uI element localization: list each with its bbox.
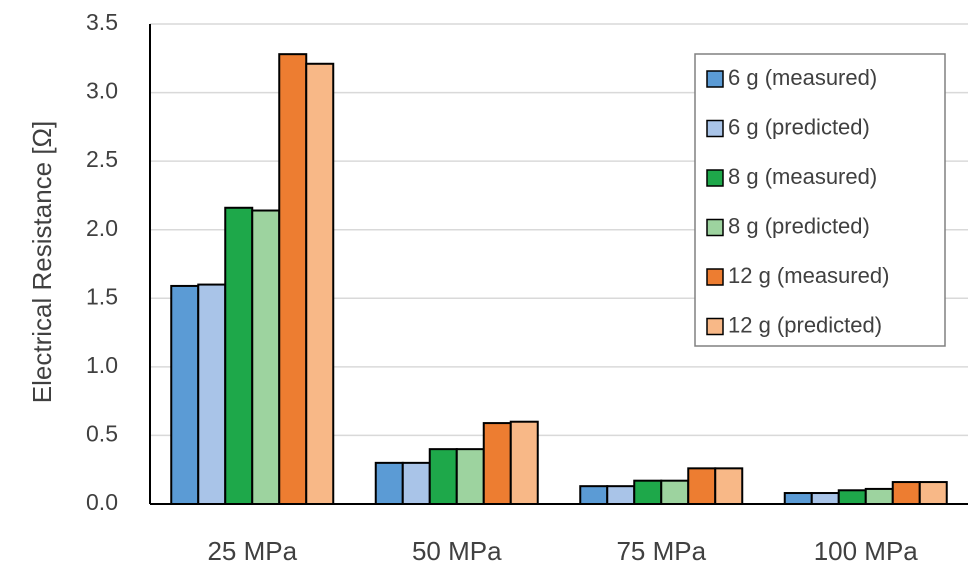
bar — [197, 283, 227, 506]
bar — [633, 479, 663, 505]
bar — [606, 485, 636, 505]
x-category-label: 25 MPa — [207, 536, 297, 566]
bar — [224, 206, 254, 505]
legend-swatch — [706, 268, 724, 286]
x-category-label: 100 MPa — [814, 536, 919, 566]
x-category-label: 75 MPa — [616, 536, 706, 566]
legend-swatch — [706, 70, 724, 88]
y-tick-label: 2.5 — [86, 146, 118, 172]
bar — [687, 467, 717, 506]
bar — [579, 485, 609, 505]
bar — [891, 481, 921, 505]
y-axis-title: Electrical Resistance [Ω] — [27, 121, 57, 403]
bar — [482, 422, 512, 506]
legend-swatch — [706, 218, 724, 237]
bar — [428, 448, 458, 505]
bar — [170, 284, 200, 506]
bar — [810, 492, 840, 505]
y-tick-label: 3.0 — [86, 78, 118, 104]
bars — [170, 53, 948, 506]
legend-swatch — [706, 317, 724, 336]
y-tick-label: 3.5 — [86, 9, 118, 35]
y-tick-label: 0.5 — [86, 421, 118, 447]
bar — [401, 461, 431, 506]
bar — [305, 62, 335, 506]
y-tick-label: 1.0 — [86, 352, 118, 378]
legend-swatch — [706, 169, 724, 187]
y-tick-label: 1.5 — [86, 283, 118, 309]
y-tick-label: 0.0 — [86, 489, 118, 515]
bar — [660, 479, 690, 505]
legend: 6 g (measured) 6 g (predicted) 8 g (measur… — [694, 53, 946, 347]
bar — [864, 487, 894, 505]
legend-label: 12 g (predicted) — [728, 312, 882, 337]
bar — [918, 481, 948, 505]
bar — [455, 448, 485, 505]
legend-label: 8 g (predicted) — [728, 213, 870, 238]
bar — [509, 420, 539, 506]
bar — [714, 467, 744, 506]
bar — [783, 492, 813, 505]
legend-swatch — [706, 119, 724, 138]
legend-label: 6 g (predicted) — [728, 114, 870, 139]
legend-box — [694, 53, 946, 347]
y-tick-label: 2.0 — [86, 215, 118, 241]
bar — [278, 53, 308, 506]
bar — [374, 461, 404, 506]
bar — [251, 209, 281, 505]
bar — [837, 489, 867, 505]
x-category-label: 50 MPa — [412, 536, 502, 566]
axes: 0.0 0.5 1.0 1.5 2.0 2.5 3.0 3.5 25 MPa 50 MPa 75 M… — [86, 9, 968, 566]
legend-label: 6 g (measured) — [728, 65, 877, 90]
legend-label: 12 g (measured) — [728, 263, 889, 288]
legend-label: 8 g (measured) — [728, 164, 877, 189]
